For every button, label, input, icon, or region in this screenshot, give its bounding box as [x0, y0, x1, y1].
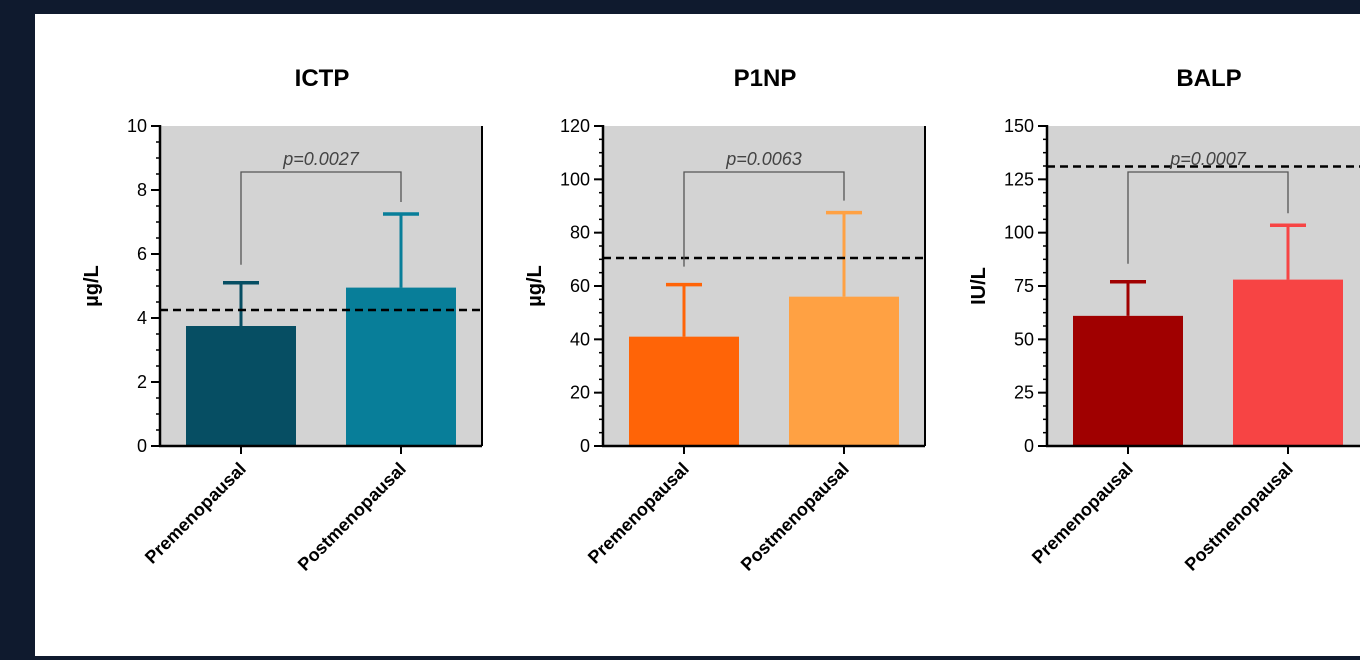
category-label: Postmenopausal: [1181, 459, 1297, 575]
y-axis-label: µg/L: [81, 265, 103, 307]
category-label: Premenopausal: [141, 459, 250, 568]
y-tick-label: 60: [570, 276, 590, 296]
y-tick-label: 100: [1004, 223, 1034, 243]
category-label: Postmenopausal: [737, 459, 853, 575]
bone-marker-figure: ICTP µg/L 0 2 4 6 8 10 Premenopausal Postmenopaus…: [81, 65, 1360, 575]
chart-panel-0: ICTP µg/L 0 2 4 6 8 10 Premenopausal Postmenopaus…: [81, 65, 483, 575]
bar: [1233, 279, 1343, 446]
y-tick-label: 4: [137, 308, 147, 328]
y-tick-label: 150: [1004, 116, 1034, 136]
bar: [186, 326, 296, 446]
p-value-annotation: p=0.0027: [282, 149, 360, 169]
y-tick-label: 100: [560, 169, 590, 189]
y-tick-label: 20: [570, 383, 590, 403]
y-tick-label: 75: [1014, 276, 1034, 296]
y-tick-label: 8: [137, 180, 147, 200]
y-tick-label: 10: [127, 116, 147, 136]
y-tick-label: 50: [1014, 329, 1034, 349]
y-tick-label: 6: [137, 244, 147, 264]
figure-frame: ICTP µg/L 0 2 4 6 8 10 Premenopausal Postmenopaus…: [35, 14, 1360, 656]
y-axis-label: IU/L: [968, 267, 990, 305]
category-label: Premenopausal: [1028, 459, 1137, 568]
p-value-annotation: p=0.0007: [1169, 149, 1247, 169]
bar: [1073, 315, 1183, 446]
y-tick-label: 80: [570, 223, 590, 243]
significance-bracket: [683, 171, 845, 267]
chart-panel-1: P1NP µg/L 0 20 40 60 80 100 120 Premenopausal Post…: [524, 65, 926, 575]
y-axis-label: µg/L: [524, 265, 546, 307]
bar: [629, 336, 739, 446]
chart-panel-2: BALP IU/L 0 25 50 75 100 125 150 Premenopausal Pos…: [968, 65, 1360, 575]
y-tick-label: 0: [580, 436, 590, 456]
y-tick-label: 25: [1014, 383, 1034, 403]
y-tick-label: 0: [1024, 436, 1034, 456]
y-tick-label: 0: [137, 436, 147, 456]
bar: [789, 296, 899, 446]
significance-bracket: [1127, 171, 1289, 264]
y-tick-label: 2: [137, 372, 147, 392]
p-value-annotation: p=0.0063: [725, 149, 802, 169]
category-label: Postmenopausal: [294, 459, 410, 575]
category-label: Premenopausal: [584, 459, 693, 568]
y-tick-label: 120: [560, 116, 590, 136]
chart-title: ICTP: [295, 65, 350, 92]
chart-title: BALP: [1176, 65, 1241, 92]
chart-title: P1NP: [734, 65, 797, 92]
bar: [346, 287, 456, 446]
significance-bracket: [240, 171, 402, 265]
y-tick-label: 40: [570, 329, 590, 349]
y-tick-label: 125: [1004, 169, 1034, 189]
